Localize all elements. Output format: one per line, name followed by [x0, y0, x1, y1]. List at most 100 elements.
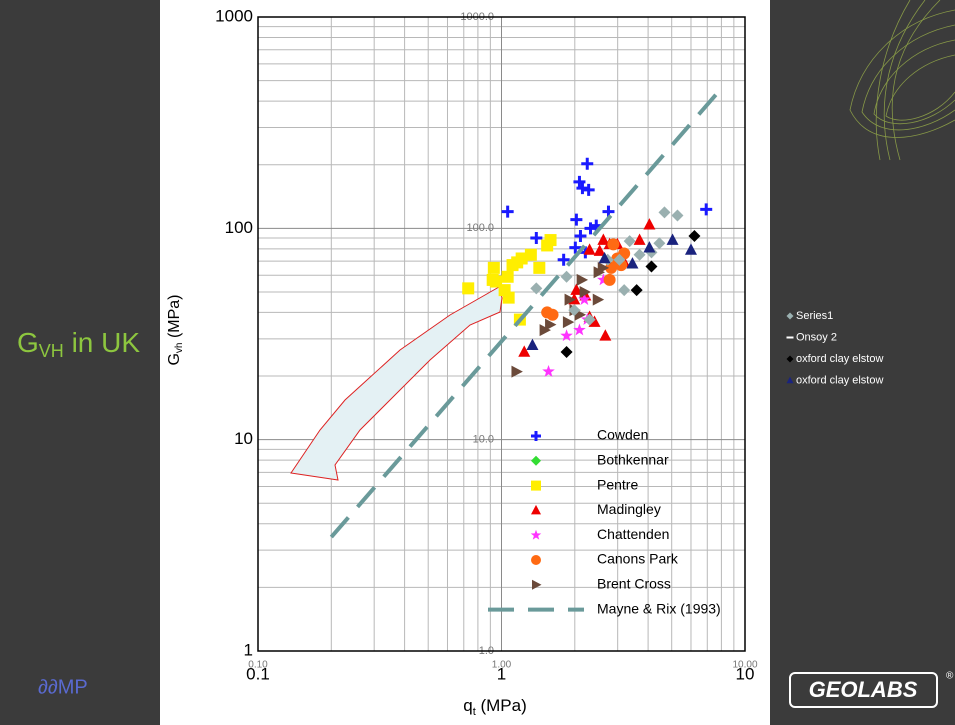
- marker-triangle-right: [545, 318, 557, 331]
- legend-label: oxford clay elstow: [796, 374, 883, 386]
- inner-y-tick-label: 100.0: [466, 222, 494, 234]
- legend-label: Mayne & Rix (1993): [597, 600, 721, 616]
- logo: GEOLABS: [809, 677, 918, 702]
- marker-triangle-right: [576, 273, 589, 286]
- marker-star: [542, 364, 555, 377]
- marker-triangle: [597, 233, 610, 245]
- marker-circle: [607, 238, 620, 251]
- marker-square: [544, 234, 557, 247]
- inner-x-tick-label: 10.00: [732, 660, 757, 671]
- marker-triangle: [518, 345, 531, 357]
- marker-cross: [530, 232, 543, 245]
- footer-left: ∂∂MP: [38, 676, 88, 698]
- marker-triangle: [593, 244, 606, 256]
- marker-circle: [603, 273, 616, 286]
- marker-diamond: [688, 229, 701, 242]
- logo-box: [789, 672, 938, 708]
- x-tick-label: 10: [736, 664, 755, 683]
- marker-diamond: [623, 235, 636, 248]
- marker-square: [462, 282, 475, 295]
- marker-cross: [581, 157, 594, 170]
- x-label-sub: t: [473, 706, 476, 718]
- y-tick-label: 1: [244, 640, 253, 659]
- marker-triangle: [643, 241, 656, 253]
- marker-diamond: [583, 313, 596, 326]
- inner-x-tick-label: 1.00: [492, 660, 512, 671]
- legend-swatch: [531, 431, 541, 441]
- x-tick-label: 0.1: [246, 664, 270, 683]
- legend-label: Pentre: [597, 476, 638, 492]
- marker-triangle-right: [511, 365, 523, 378]
- legend-swatch: [530, 529, 542, 540]
- marker-diamond: [658, 206, 671, 219]
- marker-triangle: [643, 218, 656, 230]
- marker-triangle-right: [579, 285, 591, 298]
- legend-swatch: [786, 312, 794, 320]
- x-axis-label: qt (MPa): [463, 696, 527, 717]
- marker-square: [515, 252, 528, 265]
- x-tick-label: 1: [497, 664, 506, 683]
- marker-diamond: [645, 260, 658, 273]
- marker-cross: [573, 175, 586, 188]
- slide-title-rest: in UK: [64, 327, 141, 358]
- marker-diamond: [560, 345, 573, 358]
- marker-cross: [700, 203, 713, 216]
- marker-star: [573, 323, 586, 336]
- legend-label: Canons Park: [597, 551, 679, 567]
- marker-square: [524, 248, 537, 261]
- marker-diamond: [630, 284, 643, 297]
- y-tick-label: 100: [225, 218, 253, 237]
- marker-triangle: [526, 338, 539, 350]
- marker-triangle-right: [564, 293, 576, 306]
- y-tick-label: 10: [234, 429, 253, 448]
- marker-cross: [557, 253, 570, 266]
- marker-diamond: [613, 253, 626, 266]
- marker-star: [597, 273, 610, 286]
- marker-star: [560, 329, 573, 342]
- chart-panel: [160, 0, 770, 725]
- marker-diamond: [653, 237, 666, 250]
- slide-title-main: G: [17, 327, 39, 358]
- legend-swatch: [531, 504, 541, 515]
- marker-cross: [570, 213, 583, 226]
- marker-square: [502, 291, 515, 304]
- marker-cross: [582, 183, 595, 196]
- marker-diamond: [530, 282, 543, 295]
- marker-triangle-right: [562, 316, 575, 329]
- legend-swatch: [531, 455, 541, 466]
- decoration: [849, 0, 955, 161]
- legend-swatch: [532, 579, 542, 590]
- marker-diamond: [671, 209, 684, 222]
- y-axis-label: Gvh (MPa): [166, 294, 184, 365]
- x-label-main: q: [463, 696, 472, 715]
- legend-label: oxford clay elstow: [796, 353, 883, 365]
- marker-cross: [501, 205, 514, 218]
- legend-swatch: [786, 355, 794, 363]
- legend-swatch: [531, 555, 541, 565]
- marker-triangle-right: [592, 293, 605, 306]
- marker-triangle: [583, 243, 596, 255]
- y-tick-label: 1000: [215, 6, 253, 25]
- legend-label: Onsoy 2: [796, 331, 837, 343]
- legend-label: Madingley: [597, 501, 661, 517]
- y-label-rest: (MPa): [166, 294, 183, 342]
- marker-square: [498, 284, 511, 297]
- marker-star: [578, 293, 591, 305]
- legend-label: Series1: [796, 310, 833, 322]
- x-label-rest: (MPa): [476, 696, 527, 715]
- trend-line: [329, 92, 719, 539]
- slide-title: GVH in UK: [17, 327, 140, 360]
- legend-label: Bothkennar: [597, 452, 669, 468]
- marker-cross: [576, 182, 589, 195]
- marker-diamond: [633, 248, 646, 261]
- marker-square: [487, 261, 500, 274]
- logo-mark: ®: [946, 671, 954, 682]
- marker-diamond: [560, 270, 573, 283]
- legend-swatch: [786, 376, 794, 384]
- marker-square: [486, 273, 499, 286]
- y-label-sub: vh: [174, 342, 185, 353]
- marker-triangle: [666, 233, 679, 245]
